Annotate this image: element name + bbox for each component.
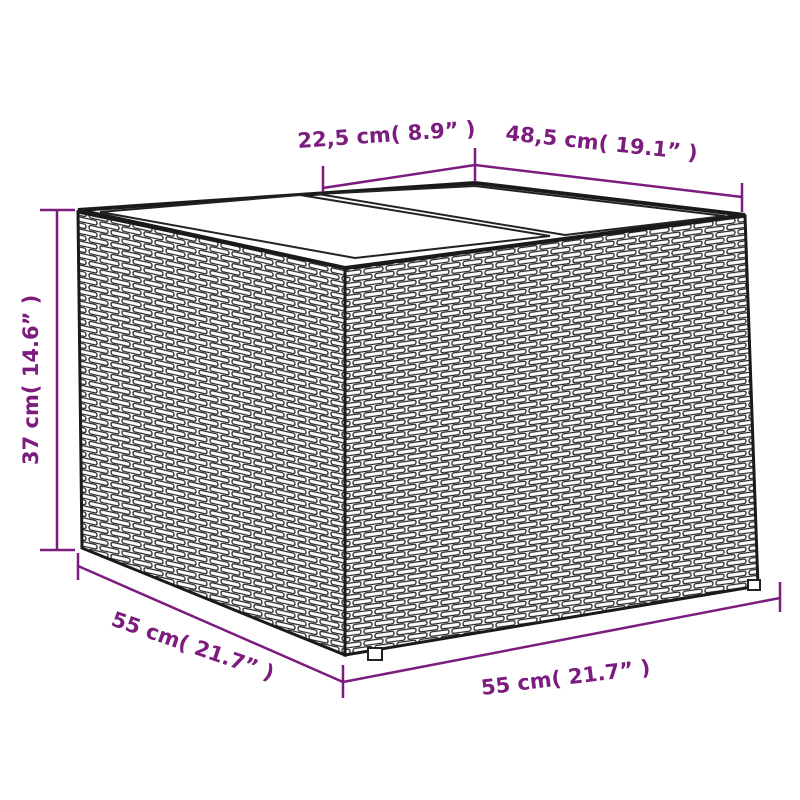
right-face [343,214,760,657]
height-label: 37 cm( 14.6” ) [19,295,43,465]
top-depth-label: 22,5 cm( 8.9” ) [297,117,477,153]
depth-label: 55 cm( 21.7” ) [108,607,277,685]
dimension-lines [40,148,782,698]
glass-top-left [99,193,551,260]
table-body [76,180,761,661]
foot-front [367,647,383,661]
width-label: 55 cm( 21.7” ) [480,655,652,700]
top-width-label: 48,5 cm( 19.1” ) [504,121,698,165]
left-face [76,210,347,658]
glass-top-right [317,184,726,237]
foot-right [747,579,761,591]
